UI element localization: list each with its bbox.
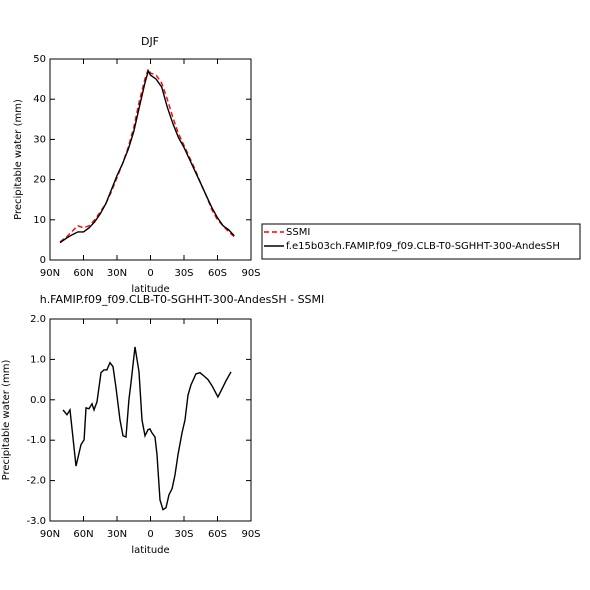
series-line: [59, 67, 235, 243]
y-tick-label: 50: [33, 54, 46, 65]
x-tick-label: 0: [147, 529, 153, 540]
y-tick-label: -2.0: [26, 476, 46, 487]
x-tick-label: 30S: [174, 529, 193, 540]
x-tick-label: 30N: [107, 529, 127, 540]
y-axis-label: Precipitable water (mm): [13, 99, 24, 220]
x-tick-label: 60S: [208, 529, 227, 540]
y-axis-label: Precipitable water (mm): [1, 360, 12, 481]
y-tick-label: -1.0: [26, 435, 46, 446]
x-tick-label: 0: [147, 268, 153, 279]
x-tick-label: 60N: [73, 268, 93, 279]
y-tick-label: 30: [33, 134, 46, 145]
y-tick-label: 40: [33, 94, 46, 105]
x-tick-label: 90S: [241, 268, 260, 279]
plot-frame: [49, 58, 252, 261]
x-tick-label: 90S: [241, 529, 260, 540]
legend-label: f.e15b03ch.FAMIP.f09_f09.CLB-T0-SGHHT-30…: [286, 241, 560, 252]
x-tick-label: 60S: [208, 268, 227, 279]
chart-title: h.FAMIP.f09_f09.CLB-T0-SGHHT-300-AndesSH…: [40, 293, 325, 306]
legend-label: SSMI: [286, 227, 310, 238]
y-tick-label: -3.0: [26, 516, 46, 527]
chart-title: DJF: [141, 35, 159, 48]
y-tick-label: 10: [33, 215, 46, 226]
series-line: [62, 346, 232, 511]
legend-box: [261, 223, 581, 260]
x-tick-label: 60N: [73, 529, 93, 540]
x-tick-label: 90N: [40, 529, 60, 540]
x-tick-label: 90N: [40, 268, 60, 279]
y-tick-label: 2.0: [30, 314, 46, 325]
y-tick-label: 1.0: [30, 354, 46, 365]
y-tick-label: 0.0: [30, 395, 46, 406]
series-line: [59, 69, 235, 244]
x-axis-label: latitude: [131, 545, 169, 556]
y-tick-label: 20: [33, 175, 46, 186]
plot-frame: [49, 318, 252, 522]
y-tick-label: 0: [40, 255, 46, 266]
x-axis-label: latitude: [131, 284, 169, 295]
x-tick-label: 30N: [107, 268, 127, 279]
x-tick-label: 30S: [174, 268, 193, 279]
